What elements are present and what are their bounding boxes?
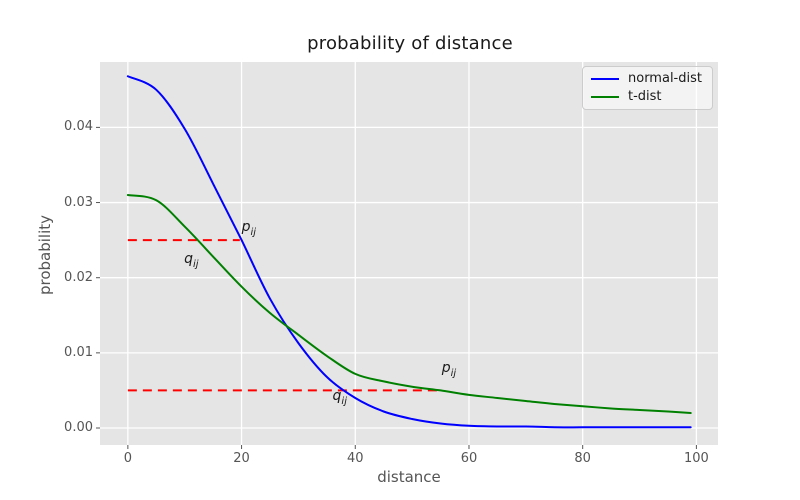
legend-label-t-dist: t-dist [628, 88, 662, 104]
t-dist-line-swatch [591, 95, 619, 98]
x-axis-label: distance [377, 468, 441, 486]
legend-item-normal-dist: normal-dist [591, 71, 704, 87]
y-tick-label: 0.03 [64, 194, 93, 210]
y-axis-label: probability [36, 214, 54, 296]
y-tick-label: 0.01 [64, 344, 93, 360]
y-tick-label: 0.02 [64, 269, 93, 285]
y-tick-label: 0.00 [64, 420, 93, 435]
q-ij-annotation: qij [184, 250, 199, 270]
p-ij-annotation: pij [441, 359, 457, 379]
normal-dist-line-swatch [591, 78, 619, 81]
x-tick-label: 20 [233, 451, 250, 466]
legend: normal-dist t-dist [582, 66, 713, 110]
t-dist-curve [126, 194, 692, 414]
axes-background [100, 62, 718, 445]
x-tick-label: 0 [123, 451, 132, 466]
x-tick-label: 40 [346, 451, 364, 466]
legend-label-normal-dist: normal-dist [628, 71, 702, 87]
legend-item-t-dist: t-dist [591, 88, 704, 104]
normal-dist-curve [126, 75, 692, 429]
q-ij-annotation: qij [332, 388, 347, 408]
p-ij-annotation: pij [241, 219, 257, 239]
x-tick-label: 100 [683, 451, 709, 466]
y-tick-label: 0.04 [64, 119, 93, 135]
x-tick-label: 60 [460, 451, 478, 466]
chart-title: probability of distance [307, 33, 513, 54]
x-tick-label: 80 [574, 451, 591, 466]
